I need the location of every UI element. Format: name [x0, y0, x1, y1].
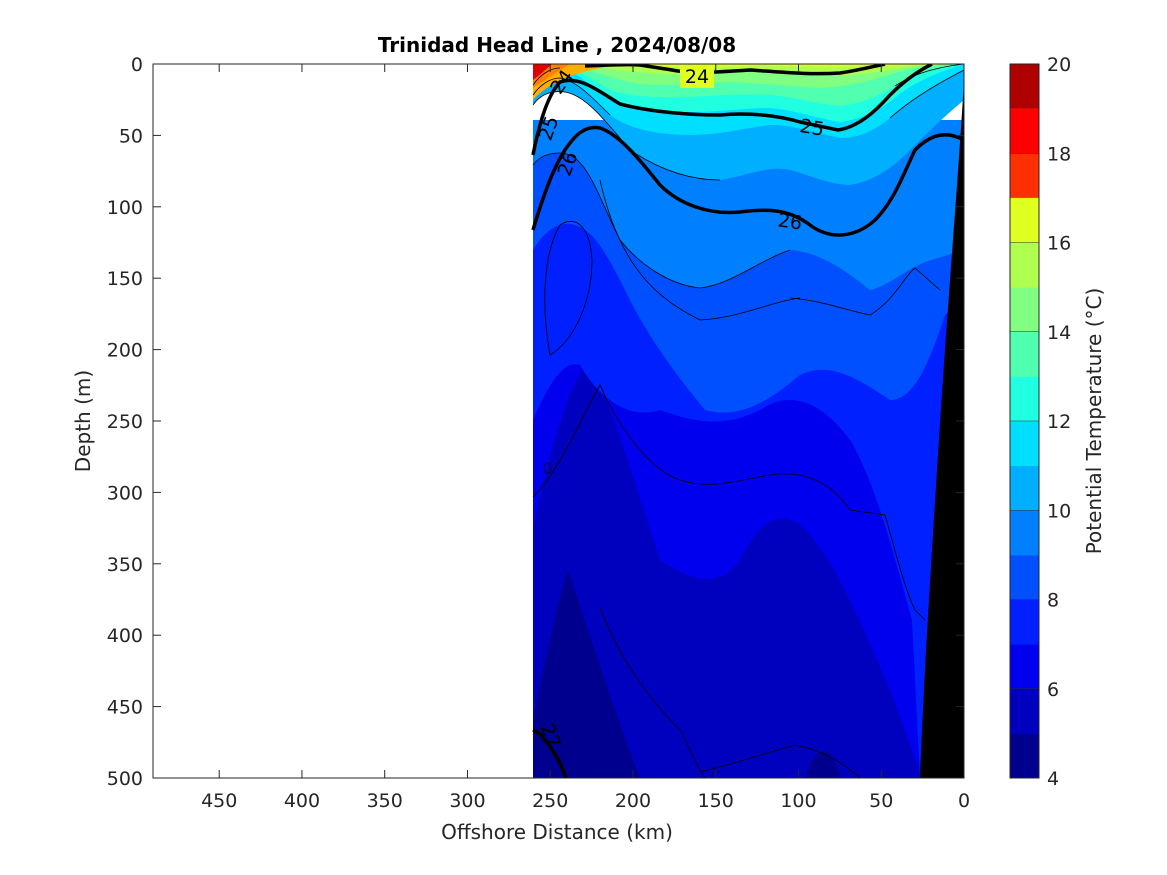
- x-tick-label: 100: [780, 790, 816, 812]
- x-tick-label: 200: [615, 790, 651, 812]
- colorbar-tick-label: 14: [1047, 322, 1071, 344]
- colorbar-swatch: [1010, 644, 1039, 690]
- y-tick-label: 400: [107, 625, 143, 647]
- y-tick-label: 250: [107, 411, 143, 433]
- x-tick-label: 350: [367, 790, 403, 812]
- x-tick-label: 400: [284, 790, 320, 812]
- colorbar-swatch: [1010, 510, 1039, 556]
- colorbar-swatch: [1010, 465, 1039, 511]
- density-contour-labels: 24 25 26 24 25 26 27: [534, 64, 826, 751]
- colorbar-swatch: [1010, 287, 1039, 333]
- colorbar-tick-label: 18: [1047, 143, 1071, 165]
- bathymetry-shelf: [920, 80, 964, 778]
- density-contour-25: [531, 64, 933, 156]
- colorbar-tick-label: 12: [1047, 411, 1071, 433]
- temperature-fill: [531, 64, 964, 778]
- x-tick-label: 50: [869, 790, 893, 812]
- colorbar-swatch: [1010, 733, 1039, 779]
- colorbar-tick-label: 6: [1047, 679, 1059, 701]
- colorbar-swatch-18: [1010, 108, 1039, 154]
- colorbar-swatch: [1010, 421, 1039, 467]
- colorbar-tick-label: 8: [1047, 590, 1059, 612]
- colorbar-ticks: 4 6 8 10 12 14 16 18 20: [1010, 54, 1071, 790]
- temp-band-red: [533, 64, 552, 80]
- x-tick-label: 250: [532, 790, 568, 812]
- colorbar-tick-label: 16: [1047, 233, 1071, 255]
- colorbar-label: Potential Temperature (°C): [1082, 288, 1106, 555]
- colorbar-swatch-top: [1010, 64, 1039, 109]
- colorbar-swatch: [1010, 331, 1039, 377]
- x-tick-label: 450: [201, 790, 237, 812]
- colorbar-swatch: [1010, 242, 1039, 288]
- y-tick-label: 150: [107, 268, 143, 290]
- chart-title: Trinidad Head Line , 2024/08/08: [378, 33, 736, 57]
- colorbar-swatch: [1010, 554, 1039, 600]
- y-tick-label: 50: [119, 125, 143, 147]
- contour-label-26: 26: [776, 209, 803, 234]
- y-axis-ticks: 0 50 100 150 200 250 300 350 400 450 500: [107, 54, 964, 790]
- x-axis-label: Offshore Distance (km): [441, 820, 673, 844]
- colorbar-tick-label: 20: [1047, 54, 1071, 76]
- colorbar-swatch-17: [1010, 153, 1039, 198]
- colorbar-swatch: [1010, 376, 1039, 422]
- y-tick-label: 0: [131, 54, 143, 76]
- density-contour-27: [532, 728, 568, 778]
- y-tick-label: 450: [107, 697, 143, 719]
- density-contour-26: [531, 125, 964, 237]
- y-tick-label: 350: [107, 554, 143, 576]
- x-axis-ticks: 450 400 350 300 250 200 150 100 50 0: [201, 64, 970, 812]
- y-tick-label: 100: [107, 197, 143, 219]
- x-tick-label: 150: [698, 790, 734, 812]
- density-contour-24: [584, 64, 886, 76]
- colorbar-swatch: [1010, 688, 1039, 734]
- colorbar-swatch: [1010, 197, 1039, 243]
- y-tick-label: 200: [107, 340, 143, 362]
- temperature-contour-lines: [532, 64, 964, 778]
- density-contour-lines: [531, 64, 964, 778]
- y-tick-label: 500: [107, 768, 143, 790]
- contour-label-24: 24: [685, 66, 709, 88]
- contour-label-25: 25: [798, 115, 826, 141]
- x-tick-label: 0: [958, 790, 970, 812]
- colorbar: [1009, 63, 1040, 779]
- colorbar-tick-label: 4: [1047, 768, 1059, 790]
- x-tick-label: 300: [449, 790, 485, 812]
- colorbar-swatch: [1010, 599, 1039, 645]
- temp-band-4-5: [533, 570, 640, 778]
- y-tick-label: 300: [107, 482, 143, 504]
- colorbar-tick-label: 10: [1047, 500, 1071, 522]
- y-axis-label: Depth (m): [71, 370, 95, 472]
